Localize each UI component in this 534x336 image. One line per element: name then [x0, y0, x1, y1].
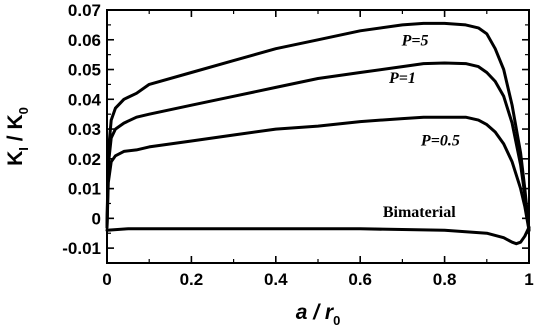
- y-tick-label: 0.06: [68, 31, 101, 50]
- y-tick-label: 0.01: [68, 180, 101, 199]
- y-axis-title: KI / K0: [4, 107, 31, 166]
- x-tick-label: 1: [524, 270, 533, 289]
- x-tick-label: 0.8: [433, 270, 457, 289]
- x-axis-title: a / r0: [296, 301, 341, 328]
- x-tick-label: 0.6: [348, 270, 372, 289]
- series-line-p-5: [105, 21, 531, 232]
- axis-labels-group: a / r0 KI / K0: [4, 107, 340, 328]
- series-group: [105, 21, 531, 246]
- series-line-bimaterial: [105, 225, 531, 246]
- x-tick-label: 0: [102, 270, 111, 289]
- annotations-group: P=5 P=1 P=0.5 Bimaterial: [383, 33, 460, 221]
- y-tick-label: 0.04: [68, 90, 102, 109]
- annotation-label: Bimaterial: [383, 204, 456, 221]
- y-tick-label: 0.03: [68, 120, 101, 139]
- annotation-label: P=5: [401, 33, 429, 50]
- x-tick-label: 0.4: [264, 270, 288, 289]
- x-tick-label: 0.2: [180, 270, 204, 289]
- annotation-label: P=1: [388, 70, 416, 87]
- y-tick-label: 0: [92, 209, 101, 228]
- y-tick-label: 0.05: [68, 61, 101, 80]
- y-tick-label: -0.01: [62, 239, 101, 258]
- annotation-label: P=0.5: [420, 132, 460, 149]
- plot-frame: [106, 9, 530, 264]
- y-tick-label: 0.07: [68, 1, 101, 20]
- series-line-p-1: [105, 61, 531, 232]
- series-line-p-0-5: [105, 115, 531, 232]
- y-tick-label: 0.02: [68, 150, 101, 169]
